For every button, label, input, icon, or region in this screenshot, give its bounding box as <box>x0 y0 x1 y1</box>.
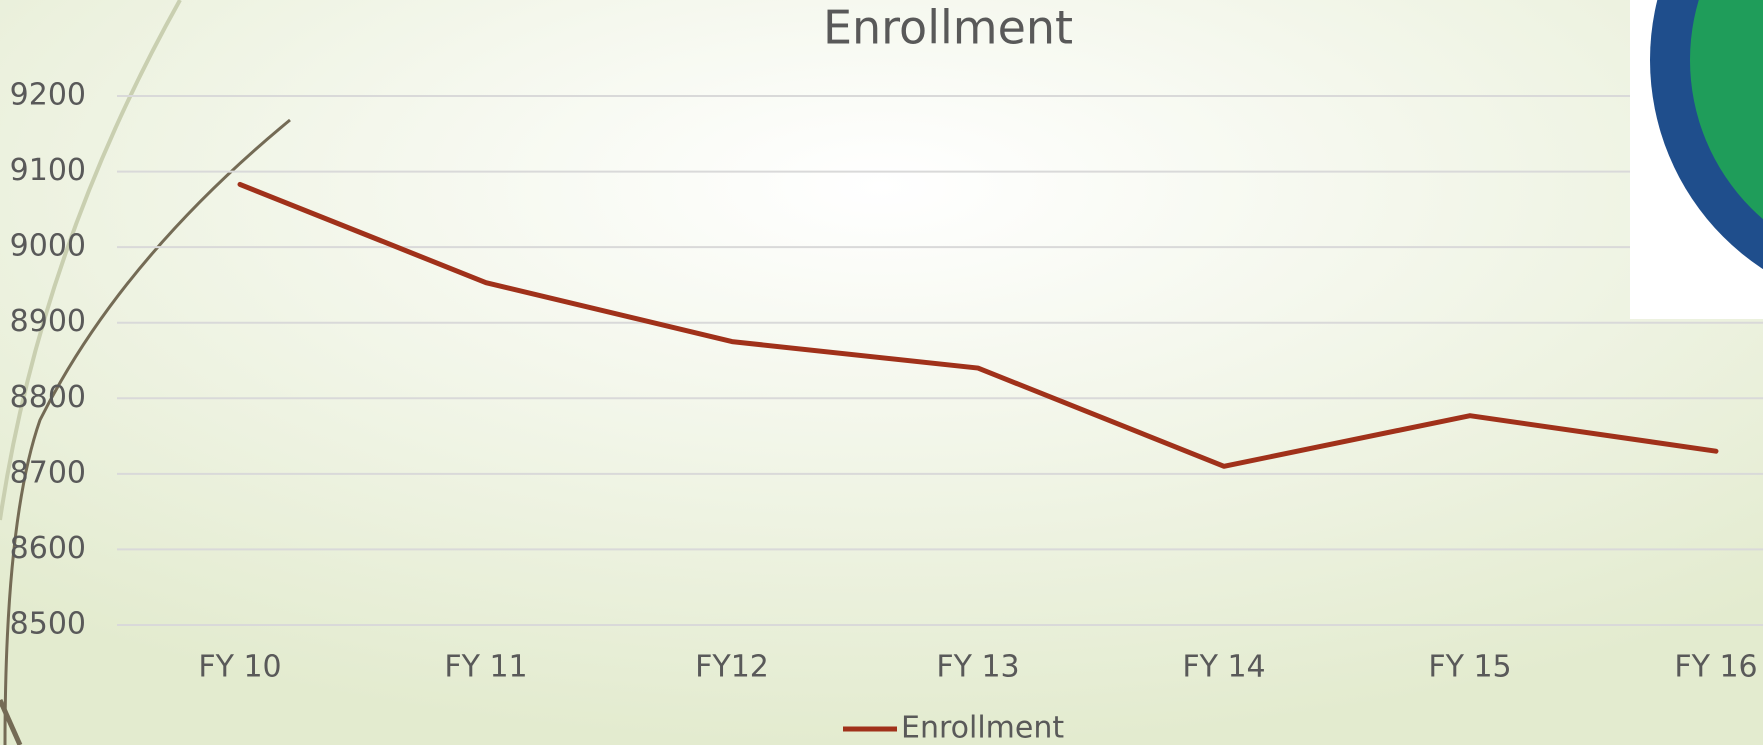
y-tick-label: 9000 <box>10 229 86 264</box>
y-tick-label: 8900 <box>10 304 86 339</box>
y-tick-label: 8600 <box>10 531 86 566</box>
x-tick-label: FY 14 <box>1182 650 1265 685</box>
y-tick-label: 8700 <box>10 455 86 490</box>
decoration <box>0 0 182 521</box>
x-tick-label: FY12 <box>695 650 769 685</box>
y-tick-label: 8800 <box>10 380 86 415</box>
x-tick-label: FY 11 <box>444 650 527 685</box>
y-tick-label: 9200 <box>10 78 86 113</box>
x-tick-label: FY 15 <box>1428 650 1511 685</box>
chart-title: Enrollment <box>823 1 1073 55</box>
decoration <box>0 698 23 745</box>
x-tick-label: FY 10 <box>198 650 281 685</box>
plot-area: 8500 8600 8700 8800 8900 9000 9100 9200 FY 10 FY … <box>10 78 1763 745</box>
y-tick-label: 8500 <box>10 607 86 642</box>
legend-label: Enrollment <box>901 711 1064 745</box>
decoration <box>3 118 291 745</box>
y-tick-label: 9100 <box>10 153 86 188</box>
x-tick-label: FY 16 <box>1674 650 1757 685</box>
logo <box>1690 0 1763 220</box>
data-line <box>237 181 1719 469</box>
x-tick-label: FY 13 <box>936 650 1019 685</box>
